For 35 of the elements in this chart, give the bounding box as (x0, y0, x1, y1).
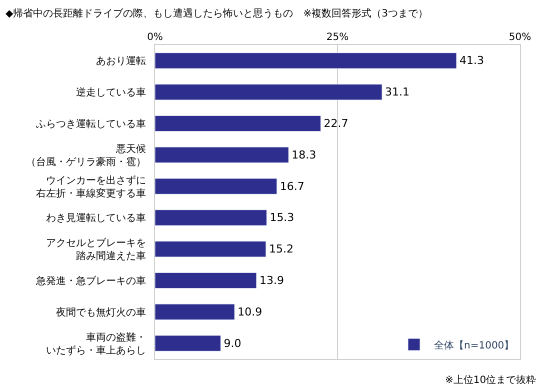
y-tick-label: あおり運転 (96, 55, 146, 68)
text: 13.9 (259, 274, 284, 287)
text: 10.9 (238, 305, 262, 318)
text: 15.3 (270, 211, 294, 224)
legend-label: 全体【n=1000】 (434, 339, 514, 352)
bar (155, 146, 289, 163)
y-tick-label: 車両の盗難・いたずら・車上あらし (46, 331, 146, 356)
text: 16.7 (280, 180, 304, 193)
bar (155, 304, 235, 320)
text: 41.3 (459, 54, 484, 68)
x-tick-label: 50% (508, 32, 532, 43)
text: 15.2 (268, 242, 294, 256)
text: 18.3 (292, 148, 316, 162)
y-tick-label: わき見運転している車 (46, 212, 146, 224)
text: 22.7 (324, 117, 348, 130)
y-tick-label: 夜間でも無灯火の車 (56, 306, 146, 318)
text: 31.1 (385, 86, 410, 99)
chart-title: ◆帰省中の長距離ドライブの際、もし遭遇したら怖いと思うもの ※複数回答形式（3つまで） (6, 8, 428, 20)
bar (155, 52, 457, 69)
x-tick-label: 25% (326, 32, 349, 43)
bar (155, 84, 382, 100)
bar (155, 178, 278, 194)
bar (155, 272, 257, 289)
bar (155, 241, 266, 258)
y-tick-label: 逆走している車 (76, 86, 146, 99)
y-tick-label: 急発進・急ブレーキの車 (35, 275, 146, 287)
text: 9.0 (224, 336, 242, 350)
bar (155, 210, 267, 226)
y-tick-label: ウインカーを出さずに右左折・車線変更する車 (36, 174, 146, 200)
x-tick-label: 0% (147, 32, 163, 43)
y-tick-label: アクセルとブレーキを踏み間違えた車 (46, 237, 146, 262)
bar (155, 335, 221, 352)
y-tick-label: ふらつき運転している車 (35, 118, 146, 130)
bar (155, 115, 321, 132)
y-tick-label: 悪天候（台風・ゲリラ豪雨・雹） (26, 144, 146, 168)
